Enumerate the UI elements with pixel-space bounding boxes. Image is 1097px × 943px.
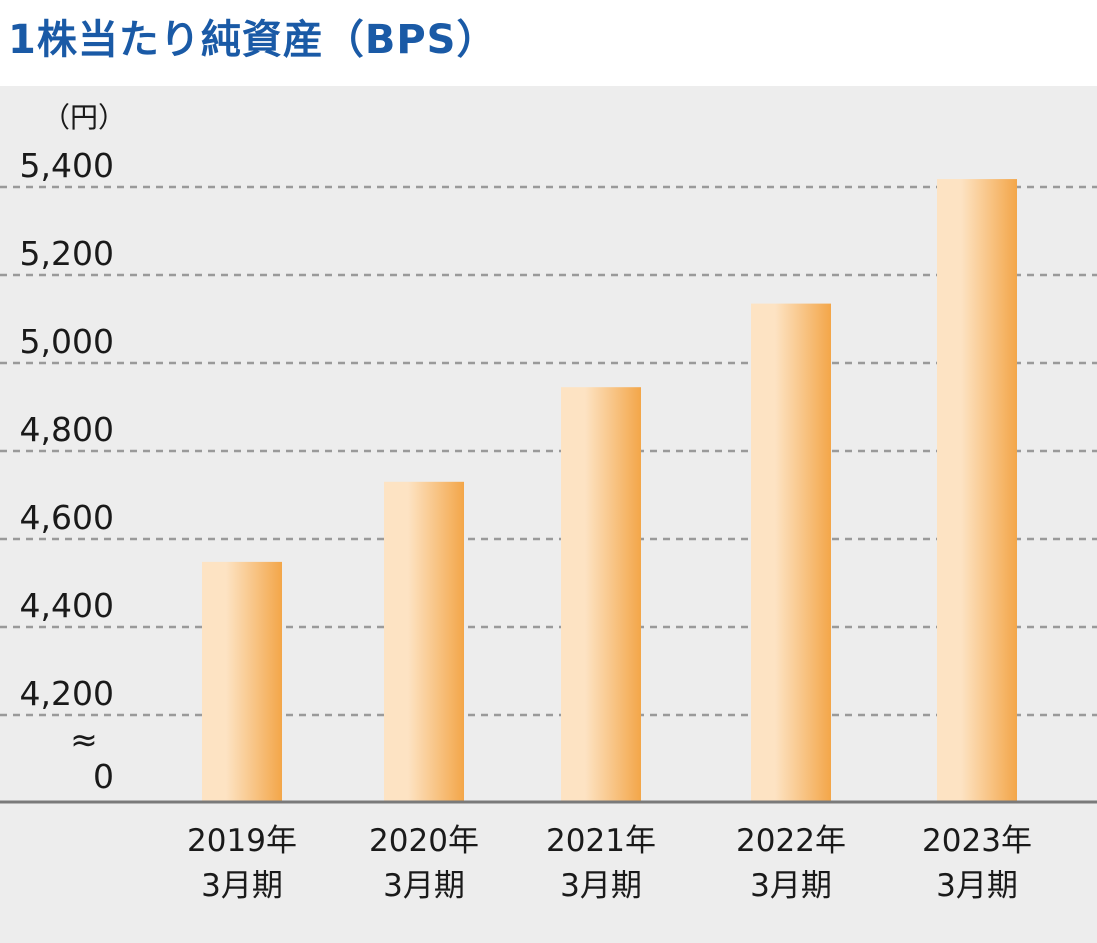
chart-area: （円） 5,400 5,200 5,000 4,800 4,600 4,400 4,200 ≈0… [0,86,1097,943]
bar [561,387,641,802]
y-tick-label: 4,200 [20,674,114,713]
y-tick-label: 5,000 [20,322,114,361]
y-tick-label: 4,400 [20,586,114,625]
y-zero-label: 0 [93,757,114,796]
axis-break-symbol: ≈ [70,720,98,759]
gridlines [0,185,1097,717]
x-category-label: 3月期 [201,868,283,904]
x-category-label: 3月期 [750,868,832,904]
y-tick-label: 4,800 [20,410,114,449]
labels: （円） 5,400 5,200 5,000 4,800 4,600 4,400 4,200 ≈0… [20,101,1032,904]
bar [937,179,1017,802]
y-tick-label: 5,400 [20,146,114,185]
x-category-label: 2021年 [546,823,656,859]
x-category-label: 2020年 [369,823,479,859]
y-axis-unit-label: （円） [42,101,126,134]
x-category-label: 3月期 [383,868,465,904]
bars [202,179,1017,802]
bps-bar-chart: （円） 5,400 5,200 5,000 4,800 4,600 4,400 4,200 ≈0… [0,101,1097,904]
x-category-label: 3月期 [936,868,1018,904]
x-category-label: 2023年 [922,823,1032,859]
bar [751,303,831,802]
bar [202,561,282,802]
chart-title: 1株当たり純資産（BPS） [8,17,498,63]
x-category-label: 2022年 [736,823,846,859]
x-category-label: 3月期 [560,868,642,904]
y-tick-label: 4,600 [20,498,114,537]
x-category-label: 2019年 [187,823,297,859]
bar [384,481,464,802]
y-tick-label: 5,200 [20,234,114,273]
